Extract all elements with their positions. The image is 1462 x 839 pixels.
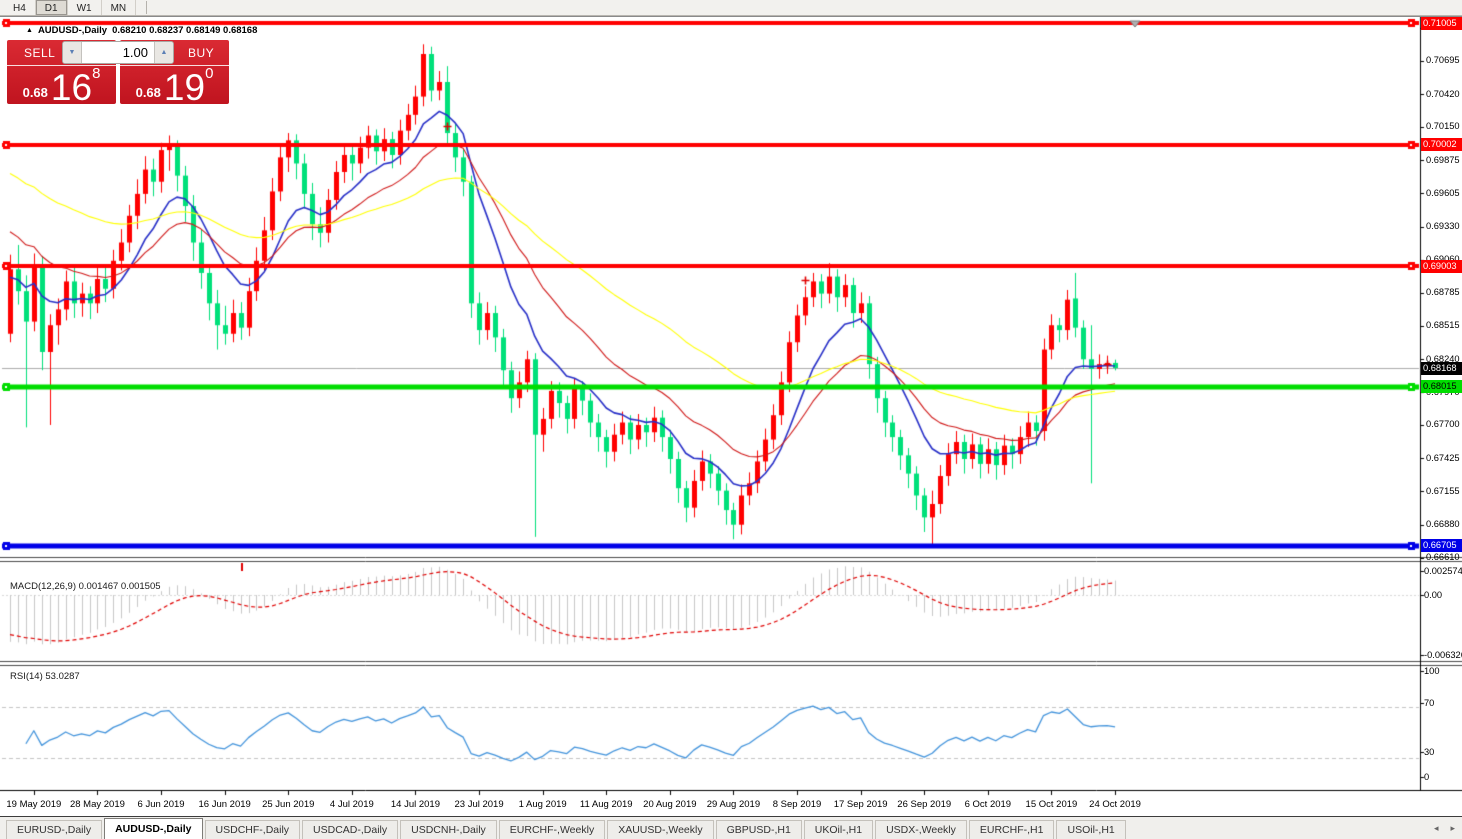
tab-audusd-daily[interactable]: AUDUSD-,Daily: [104, 818, 203, 839]
price-axis-tick: 0.68240: [1426, 353, 1460, 364]
price-axis-tick: 0.70150: [1426, 121, 1460, 132]
tab-eurchf-h1[interactable]: EURCHF-,H1: [968, 820, 1055, 839]
price-badge-0.69003: 0.69003: [1421, 259, 1462, 273]
date-axis-label: 26 Sep 2019: [897, 799, 952, 810]
price-axis-tick: 0.66880: [1426, 519, 1460, 530]
tab-scroll-controls: ◂ ▸: [1431, 823, 1458, 834]
indicator-axis-tick: 0: [1424, 771, 1430, 782]
rsi-label: RSI(14) 53.0287: [10, 671, 80, 682]
sell-button[interactable]: SELL: [7, 40, 116, 66]
date-axis-label: 15 Oct 2019: [1025, 799, 1078, 810]
buy-price-big: 19: [163, 67, 206, 108]
date-axis-label: 28 May 2019: [69, 799, 125, 810]
tab-gbpusd-h1[interactable]: GBPUSD-,H1: [715, 820, 802, 839]
chevron-down-icon: ▼: [68, 49, 76, 56]
indicator-axis-tick: 0.002574: [1424, 565, 1462, 576]
timeframe-toolbar: H4 D1 W1 MN: [0, 0, 1462, 16]
sell-price: 0.68 16 8: [7, 65, 116, 108]
timeframe-button-d1[interactable]: D1: [35, 0, 68, 15]
price-axis-tick: 0.66610: [1426, 552, 1460, 563]
sell-price-sup: 8: [92, 65, 101, 82]
tab-scroll-left-button[interactable]: ◂: [1431, 823, 1442, 834]
indicator-axis-tick: 100: [1424, 665, 1440, 676]
price-badge-0.66705: 0.66705: [1421, 539, 1462, 553]
buy-button-label: BUY: [188, 45, 215, 60]
indicator-axis-tick: 70: [1424, 697, 1435, 708]
toolbar-divider: [146, 1, 148, 14]
date-axis-label: 4 Jul 2019: [329, 799, 374, 810]
chart-symbol-title: AUDUSD-,Daily: [37, 25, 108, 36]
tab-ukoil-h1[interactable]: UKOil-,H1: [803, 820, 874, 839]
tab-scroll-right-button[interactable]: ▸: [1447, 823, 1458, 834]
date-axis-label: 24 Oct 2019: [1089, 799, 1141, 810]
price-axis-tick: 0.69060: [1426, 254, 1460, 264]
date-axis-label: 6 Jun 2019: [137, 799, 185, 810]
price-axis-tick: 0.67700: [1426, 419, 1460, 430]
volume-increase-button[interactable]: ▲: [154, 42, 173, 63]
collapse-triangle-icon[interactable]: ▲: [26, 27, 33, 34]
price-badge-0.68015: 0.68015: [1421, 380, 1462, 394]
date-axis-label: 25 Jun 2019: [262, 799, 315, 810]
tab-usdcad-daily[interactable]: USDCAD-,Daily: [302, 820, 399, 839]
sell-price-prefix: 0.68: [22, 85, 48, 100]
tab-usdx-weekly[interactable]: USDX-,Weekly: [875, 820, 967, 839]
price-badge-0.70002: 0.70002: [1421, 138, 1462, 152]
price-axis-tick: 0.70695: [1426, 55, 1460, 66]
buy-panel[interactable]: BUY 0.68 19 0: [120, 40, 229, 108]
macd-label: MACD(12,26,9) 0.001467 0.001505: [10, 581, 161, 592]
date-axis-label: 6 Oct 2019: [964, 799, 1012, 810]
tab-usoil-h1[interactable]: USOil-,H1: [1056, 820, 1126, 839]
chevron-up-icon: ▲: [160, 49, 168, 56]
buy-price: 0.68 19 0: [120, 65, 229, 108]
price-badge-0.68168: 0.68168: [1421, 361, 1462, 375]
indicator-axis-tick: 30: [1424, 746, 1435, 757]
tab-eurusd-daily[interactable]: EURUSD-,Daily: [6, 820, 103, 839]
date-axis-label: 23 Jul 2019: [454, 799, 504, 810]
sell-panel[interactable]: SELL 0.68 16 8: [7, 40, 116, 108]
date-axis-label: 11 Aug 2019: [579, 799, 633, 810]
price-badge-0.71005: 0.71005: [1421, 16, 1462, 30]
price-axis-tick: 0.68515: [1426, 320, 1460, 331]
timeframe-button-h4[interactable]: H4: [4, 0, 36, 15]
price-axis-tick: 0.69330: [1426, 221, 1460, 232]
chart-title-bar: ▲ AUDUSD-,Daily 0.68210 0.68237 0.68149 …: [26, 25, 257, 36]
date-axis-label: 19 May 2019: [6, 799, 62, 810]
date-axis-label: 1 Aug 2019: [518, 799, 567, 810]
volume-input[interactable]: [82, 42, 154, 63]
chart-ohlc-values: 0.68210 0.68237 0.68149 0.68168: [112, 25, 258, 36]
buy-price-sup: 0: [205, 65, 214, 82]
tab-eurchf-weekly[interactable]: EURCHF-,Weekly: [498, 820, 606, 839]
date-axis-label: 17 Sep 2019: [833, 799, 888, 810]
buy-button[interactable]: BUY: [120, 40, 229, 66]
date-axis-label: 14 Jul 2019: [390, 799, 440, 810]
timeframe-button-w1[interactable]: W1: [68, 0, 102, 15]
volume-decrease-button[interactable]: ▼: [63, 42, 82, 63]
date-axis-label: 29 Aug 2019: [706, 799, 761, 810]
one-click-trading-widget: SELL 0.68 16 8 BUY 0.68 19 0 ▼: [7, 40, 229, 108]
tab-usdcnh-daily[interactable]: USDCNH-,Daily: [400, 820, 497, 839]
price-axis-tick: 0.67425: [1426, 452, 1460, 463]
volume-spinner: ▼ ▲: [62, 41, 174, 64]
date-axis-label: 8 Sep 2019: [772, 799, 822, 810]
indicator-axis-tick: -0.006326: [1424, 649, 1462, 660]
price-axis-tick: 0.68785: [1426, 287, 1460, 298]
buy-price-prefix: 0.68: [135, 85, 161, 100]
sell-price-big: 16: [50, 67, 93, 108]
price-axis-tick: 0.69875: [1426, 154, 1460, 165]
indicator-axis-tick: 0.00: [1424, 589, 1443, 600]
date-axis-label: 20 Aug 2019: [643, 799, 697, 810]
sell-button-label: SELL: [24, 45, 56, 60]
tab-xauusd-weekly[interactable]: XAUUSD-,Weekly: [607, 820, 714, 839]
tab-usdchf-daily[interactable]: USDCHF-,Daily: [204, 820, 301, 839]
price-axis-tick: 0.67155: [1426, 485, 1460, 496]
timeframe-button-mn[interactable]: MN: [102, 0, 137, 15]
symbol-tab-bar: EURUSD-,Daily AUDUSD-,Daily USDCHF-,Daily U…: [0, 817, 1462, 839]
date-axis-label: 16 Jun 2019: [198, 799, 251, 810]
price-axis-tick: 0.70420: [1426, 88, 1460, 99]
price-axis-tick: 0.69605: [1426, 187, 1460, 198]
